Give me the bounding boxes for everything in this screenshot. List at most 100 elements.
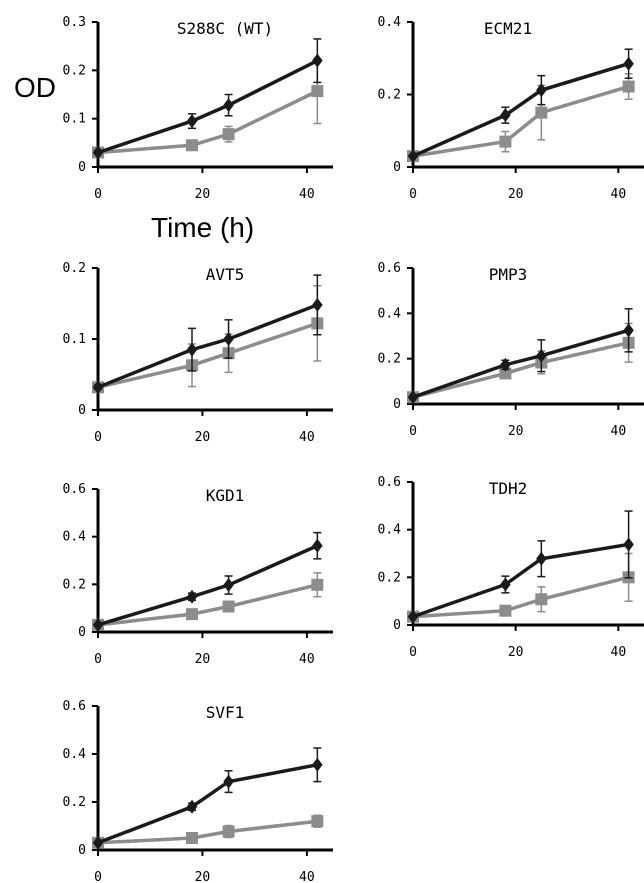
y-tick-label: 0.6	[378, 261, 401, 276]
data-point-diamond	[623, 537, 634, 552]
data-point-square	[499, 604, 512, 617]
data-point-diamond	[223, 98, 234, 113]
x-tick-label: 40	[611, 645, 627, 660]
series-line	[412, 62, 630, 158]
series-line	[97, 59, 319, 155]
data-point-diamond	[500, 577, 511, 592]
chart-panel: KGD1 0 0.2 0.4 0.6 0 20 40	[63, 482, 333, 667]
series-line	[412, 542, 629, 619]
data-point-square	[499, 135, 512, 148]
data-point-square	[186, 608, 198, 621]
data-point-diamond	[223, 774, 234, 789]
series-line	[412, 84, 630, 158]
panel-title: SVF1	[206, 703, 245, 722]
data-point-diamond	[623, 56, 634, 71]
series-line	[97, 544, 319, 627]
y-tick-label: 0.4	[378, 306, 402, 321]
series-line	[412, 341, 629, 399]
data-point-diamond	[407, 609, 419, 624]
data-point-square	[311, 578, 324, 591]
data-point-diamond	[536, 83, 547, 98]
chart-panel: PMP3 0 0.2 0.4 0.6 0 20 40	[378, 261, 644, 439]
y-tick-label: 0.3	[63, 15, 86, 30]
data-point-diamond	[186, 799, 198, 814]
x-axis-label: Time (h)	[151, 212, 254, 243]
data-point-diamond	[186, 342, 198, 357]
y-tick-label: 0.6	[378, 475, 401, 490]
chart-panel: TDH2 0 0.2 0.4 0.6 0 20 40	[378, 475, 644, 660]
data-point-diamond	[186, 114, 198, 129]
x-tick-label: 0	[94, 187, 102, 202]
x-tick-label: 20	[195, 652, 211, 667]
y-tick-label: 0.2	[63, 577, 86, 592]
y-tick-label: 0	[393, 618, 401, 633]
x-tick-label: 40	[299, 430, 315, 445]
x-tick-label: 20	[195, 187, 211, 202]
panel-title: AVT5	[206, 265, 245, 284]
y-tick-label: 0	[78, 843, 86, 858]
data-point-diamond	[500, 357, 511, 372]
x-tick-label: 0	[94, 430, 102, 445]
x-tick-label: 20	[508, 424, 524, 439]
panel-title: S288C (WT)	[177, 19, 273, 38]
data-point-diamond	[312, 297, 323, 312]
data-point-diamond	[92, 380, 104, 395]
series-line	[97, 321, 318, 389]
panel-title: TDH2	[489, 479, 528, 498]
x-tick-label: 40	[299, 870, 315, 883]
panels-group: S288C (WT) 0 0.1 0.2 0.3 0 20 40 ECM21 0 0.2 0.4 0 20…	[63, 15, 644, 883]
data-point-square	[222, 600, 235, 613]
x-tick-label: 0	[409, 424, 417, 439]
data-point-diamond	[92, 145, 104, 160]
x-tick-label: 20	[508, 645, 524, 660]
y-tick-label: 0.2	[63, 261, 86, 276]
series-line	[97, 763, 318, 845]
data-point-diamond	[312, 757, 323, 772]
x-tick-label: 0	[409, 645, 417, 660]
y-tick-label: 0	[78, 403, 86, 418]
data-point-square	[535, 106, 548, 119]
y-tick-label: 0.4	[378, 523, 402, 538]
data-point-square	[186, 832, 198, 844]
data-point-diamond	[536, 348, 547, 363]
x-tick-label: 40	[611, 187, 627, 202]
y-tick-label: 0.1	[63, 112, 86, 127]
data-point-diamond	[223, 332, 234, 346]
series-line	[412, 328, 630, 399]
chart-panel: SVF1 0 0.2 0.4 0.6 0 20 40	[63, 699, 333, 883]
y-tick-label: 0.2	[378, 88, 401, 103]
x-tick-label: 40	[299, 187, 315, 202]
data-point-square	[222, 128, 235, 141]
panel-title: KGD1	[206, 486, 245, 505]
data-point-diamond	[223, 578, 234, 593]
data-point-diamond	[92, 617, 104, 632]
data-point-diamond	[186, 589, 198, 604]
data-point-diamond	[536, 551, 547, 566]
y-tick-label: 0	[393, 160, 401, 175]
y-tick-label: 0	[78, 625, 86, 640]
data-point-diamond	[312, 53, 323, 68]
y-tick-label: 0.4	[63, 530, 87, 545]
chart-panel: AVT5 0 0.1 0.2 0 20 40	[63, 261, 333, 445]
series-line	[97, 583, 318, 627]
y-tick-label: 0.2	[378, 352, 401, 367]
data-point-diamond	[407, 390, 419, 405]
data-point-diamond	[407, 149, 419, 164]
series-line	[97, 89, 319, 155]
data-point-square	[622, 80, 635, 93]
data-point-diamond	[92, 835, 104, 850]
y-tick-label: 0.4	[378, 15, 402, 30]
y-axis-label: OD	[14, 72, 56, 103]
series-line	[412, 575, 630, 619]
data-point-diamond	[623, 323, 634, 338]
y-tick-label: 0	[78, 160, 86, 175]
data-point-square	[499, 367, 512, 380]
data-point-square	[186, 139, 198, 152]
data-point-square	[535, 593, 548, 606]
y-tick-label: 0.2	[378, 570, 401, 585]
x-tick-label: 0	[94, 652, 102, 667]
data-point-square	[311, 815, 324, 828]
panel-title: PMP3	[489, 265, 528, 284]
data-point-diamond	[312, 538, 323, 553]
